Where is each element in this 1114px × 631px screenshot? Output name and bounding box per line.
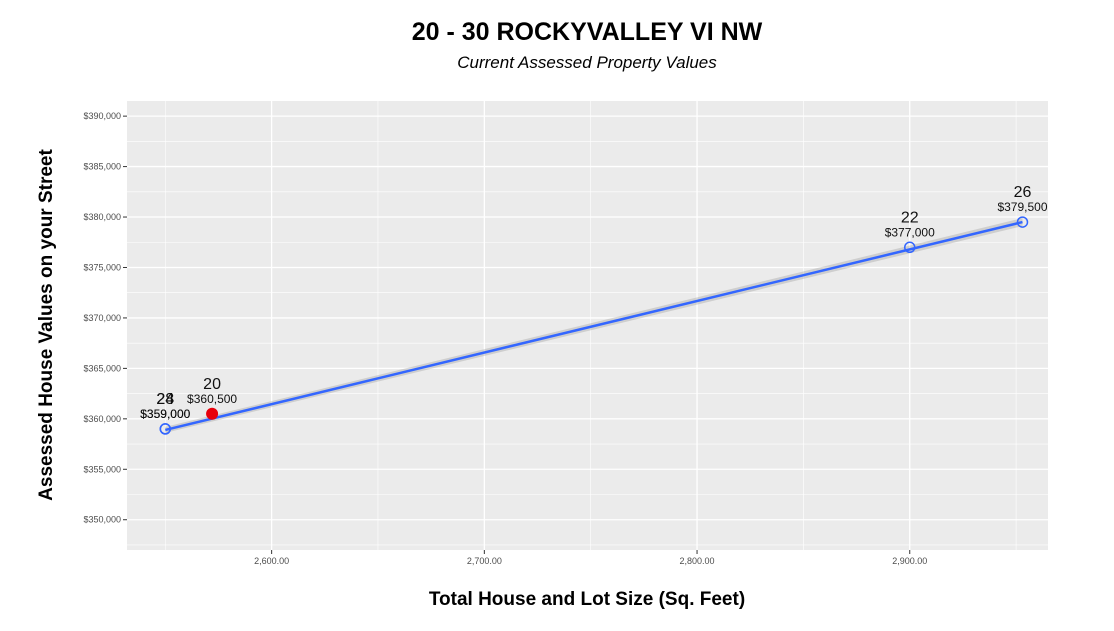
data-point	[903, 241, 916, 254]
point-address-label: 22	[901, 209, 919, 226]
y-tick-label: $350,000	[83, 515, 121, 525]
x-tick-label: 2,600.00	[254, 556, 289, 566]
point-value-label: $359,000	[140, 407, 190, 421]
y-tick-label: $370,000	[83, 313, 121, 323]
chart-title: 20 - 30 ROCKYVALLEY VI NW	[412, 18, 763, 46]
point-value-label: $377,000	[885, 225, 935, 239]
data-point	[1016, 216, 1029, 228]
y-tick-label: $360,000	[83, 414, 121, 424]
point-address-label: 26	[1014, 184, 1032, 201]
chart-subtitle: Current Assessed Property Values	[457, 53, 717, 72]
point-value-label: $379,500	[997, 200, 1047, 214]
plot-panel	[127, 101, 1048, 550]
point-address-label: 24	[156, 391, 174, 408]
y-tick-label: $390,000	[83, 111, 121, 121]
x-tick-label: 2,700.00	[467, 556, 502, 566]
y-tick-label: $380,000	[83, 212, 121, 222]
y-tick-label: $375,000	[83, 262, 121, 272]
y-axis-title: Assessed House Values on your Street	[36, 149, 57, 501]
x-tick-label: 2,900.00	[892, 556, 927, 566]
trend-line	[164, 220, 1023, 432]
plot-area: 2,600.00 2,700.00 2,800.00 2,900.00 $350,000…	[83, 101, 1048, 566]
data-point	[159, 423, 172, 435]
point-address-label: 20	[203, 376, 221, 393]
point-value-label: $359,000	[140, 407, 190, 421]
y-tick-label: $365,000	[83, 363, 121, 373]
x-axis-title: Total House and Lot Size (Sq. Feet)	[429, 589, 745, 610]
data-point-highlight	[206, 407, 219, 420]
point-value-label: $360,500	[187, 392, 237, 406]
point-address-label: 28	[156, 391, 174, 408]
y-tick-label: $385,000	[83, 162, 121, 172]
x-tick-label: 2,800.00	[680, 556, 715, 566]
y-tick-label: $355,000	[83, 464, 121, 474]
